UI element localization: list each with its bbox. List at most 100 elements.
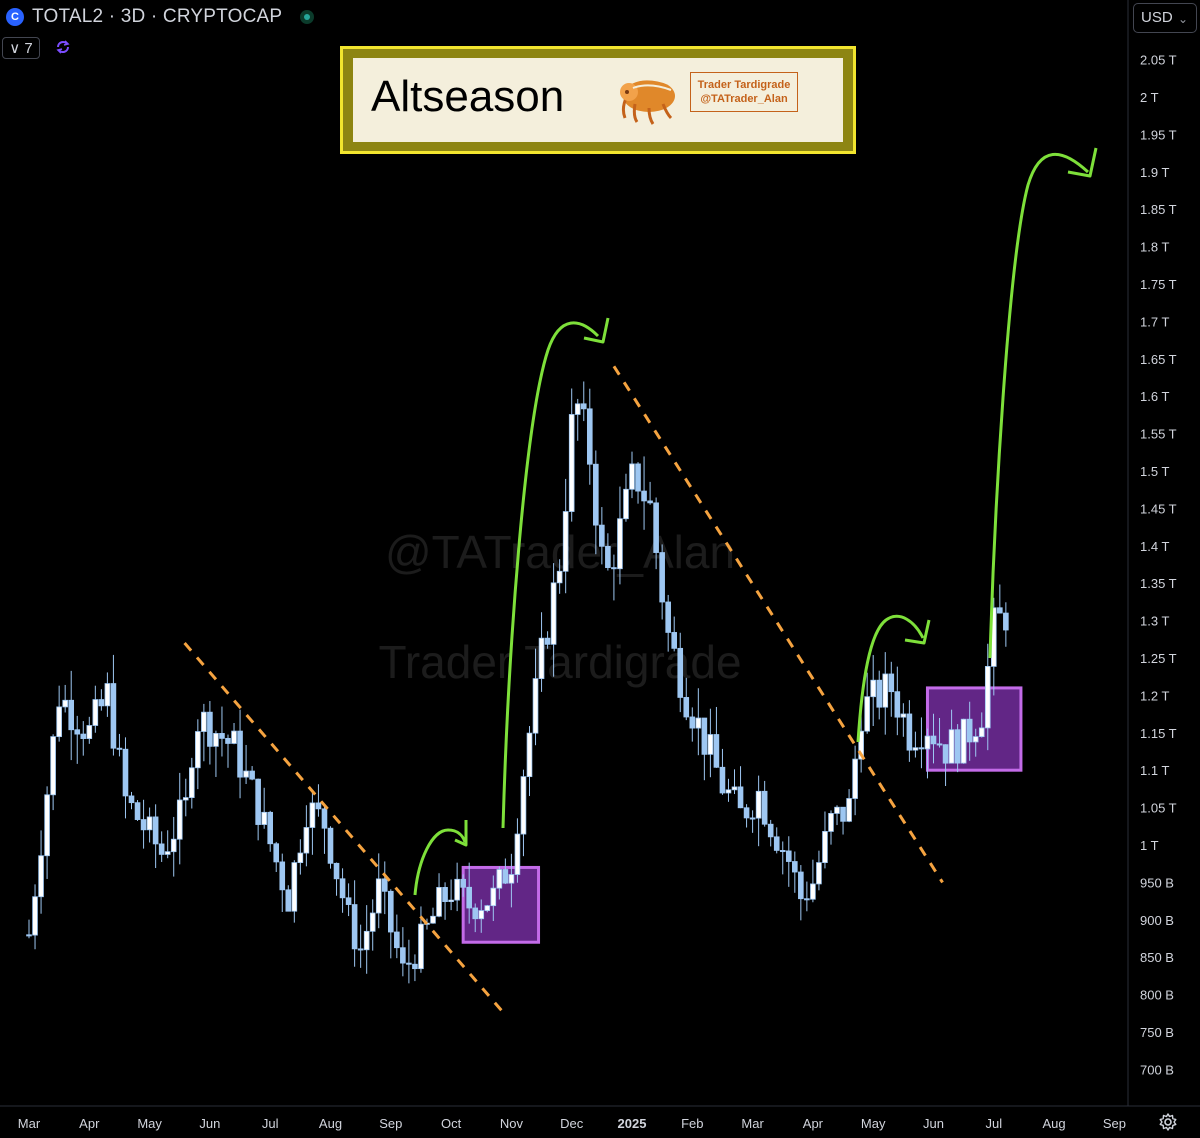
candle-body (249, 770, 255, 780)
candle-body (44, 794, 50, 857)
currency-select[interactable]: USD ⌄ (1133, 3, 1197, 33)
breakout-arrow-2-head (583, 317, 610, 344)
title-banner: Altseason Trader Tardigrade @TATrader_Al… (340, 46, 856, 154)
candle-body (870, 679, 876, 698)
candle-body (406, 962, 412, 965)
y-tick-label: 950 B (1140, 875, 1174, 890)
candle-body (544, 637, 551, 645)
candle-body (333, 862, 340, 880)
candle-body (74, 729, 81, 735)
candle-body (56, 706, 62, 738)
candle-body (80, 733, 87, 739)
candle-body (665, 601, 671, 633)
cryptocap-icon: C (6, 8, 24, 26)
y-tick-label: 1.4 T (1140, 539, 1169, 554)
author-badge: Trader Tardigrade @TATrader_Alan (690, 72, 798, 112)
candle-body (213, 733, 219, 747)
candle-body (315, 802, 322, 810)
x-tick-label: Mar (741, 1116, 764, 1131)
currency-value: USD (1141, 9, 1173, 26)
y-tick-label: 1.5 T (1140, 464, 1169, 479)
indicators-toggle-button[interactable]: ∨ 7 (2, 37, 40, 59)
candle-body (713, 734, 720, 768)
consolidation-box (925, 686, 1023, 772)
candle-body (876, 679, 883, 708)
candle-body (936, 743, 943, 746)
candle-body (972, 736, 979, 743)
candle-body (412, 963, 418, 970)
candle-body (635, 463, 641, 492)
x-tick-label: 2025 (618, 1116, 647, 1131)
candle-body (98, 699, 105, 707)
y-tick-label: 1.65 T (1140, 352, 1177, 367)
candle-body (804, 898, 810, 901)
candle-body (550, 582, 557, 645)
symbol-title[interactable]: TOTAL2 · 3D · CRYPTOCAP (32, 6, 283, 27)
candle-body (599, 524, 605, 547)
candle-body (32, 896, 38, 936)
resistance-trendline (612, 365, 944, 884)
candle-body (62, 699, 68, 708)
candle-body (345, 897, 352, 905)
candle-body (104, 683, 111, 707)
candle-body (749, 817, 756, 820)
candle-body (369, 912, 376, 932)
candle-body (400, 947, 406, 964)
y-tick-label: 700 B (1140, 1062, 1174, 1077)
y-tick-label: 1.1 T (1140, 763, 1169, 778)
candle-body (568, 414, 575, 512)
candle-body (617, 518, 623, 570)
candle-body (773, 836, 780, 851)
breakout-arrow-1 (413, 828, 467, 896)
candle-body (478, 910, 485, 920)
y-tick-label: 1.75 T (1140, 277, 1177, 292)
y-tick-label: 1.3 T (1140, 614, 1169, 629)
candle-body (291, 862, 298, 912)
candle-body (158, 843, 165, 855)
candle-body (689, 716, 696, 729)
sync-icon[interactable] (54, 38, 72, 56)
x-tick-label: Mar (18, 1116, 41, 1131)
candle-body (779, 850, 786, 853)
candle-body (508, 874, 515, 884)
candle-body (707, 734, 714, 755)
settings-gear-icon[interactable] (1158, 1112, 1178, 1132)
candle-body (924, 735, 931, 750)
candle-body (948, 729, 955, 764)
candle-body (580, 403, 587, 410)
candle-body (122, 748, 129, 797)
candle-body (484, 905, 491, 911)
candle-body (1003, 612, 1009, 631)
candle-body (134, 802, 141, 820)
candle-body (110, 683, 117, 749)
candle-body (279, 861, 286, 891)
y-tick-label: 2.05 T (1140, 53, 1177, 68)
candle-body (164, 851, 171, 855)
candle-body (430, 915, 436, 924)
candle-body (170, 838, 177, 853)
candle-body (647, 500, 653, 504)
candle-body (761, 790, 768, 825)
candle-body (472, 907, 479, 920)
candle-body (321, 808, 328, 829)
candle-body (834, 806, 840, 814)
market-status-icon[interactable] (300, 10, 314, 24)
projection-arrow (988, 153, 1090, 659)
candle-body (846, 798, 852, 822)
candle-body (152, 816, 159, 845)
candle-body (888, 673, 895, 693)
x-tick-label: Sep (1103, 1116, 1126, 1131)
candle-body (128, 795, 135, 804)
x-tick-label: May (137, 1116, 162, 1131)
candle-body (460, 878, 466, 888)
candle-body (116, 747, 123, 750)
candle-body (978, 727, 985, 738)
candle-body (798, 871, 804, 900)
candle-body (755, 790, 762, 819)
candle-body (189, 767, 195, 798)
candle-body (659, 552, 665, 603)
x-tick-label: Nov (500, 1116, 524, 1131)
candle-body (255, 778, 261, 825)
candle-body (743, 807, 750, 819)
